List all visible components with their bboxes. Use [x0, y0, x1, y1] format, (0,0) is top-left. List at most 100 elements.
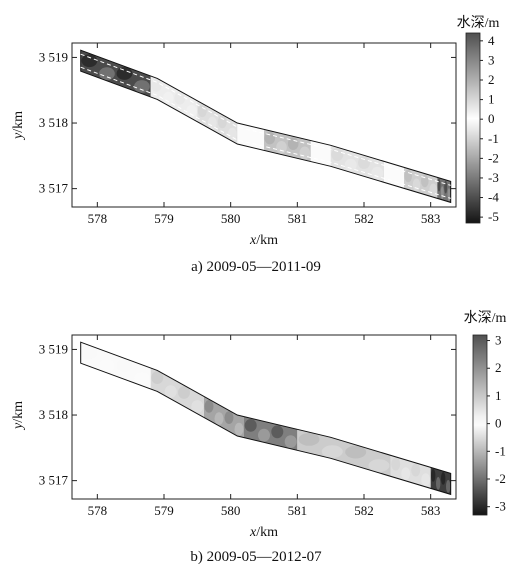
- depth-band-b-3: [244, 410, 298, 457]
- depth-blob-b: [224, 411, 234, 424]
- depth-blob-a: [299, 146, 311, 160]
- colorbar-tick-label: 0: [495, 416, 502, 431]
- depth-blob-a: [276, 141, 287, 154]
- x-tick-label: 583: [421, 211, 441, 226]
- depth-blob-b: [178, 386, 190, 399]
- depth-blob-a: [81, 54, 98, 68]
- colorbar-ramp-a: [465, 32, 481, 224]
- depth-blob-b: [441, 472, 446, 485]
- x-tick-label: 581: [288, 503, 308, 518]
- colorbar-a: 4 3 2 1 0 -1 -2 -3 -4 -5: [465, 32, 499, 224]
- depth-band-b-5: [390, 448, 431, 495]
- depth-band-b-1: [150, 361, 204, 424]
- depth-blob-a: [99, 67, 115, 81]
- y-tick-label: 3 517: [39, 181, 69, 196]
- colorbar-tick-label: -3: [495, 499, 506, 514]
- depth-blob-a: [421, 174, 429, 188]
- colorbar-ramp-b: [472, 334, 488, 516]
- depth-blob-b: [271, 425, 284, 439]
- depth-band-a-3: [264, 122, 311, 169]
- colorbar-tick-label: -1: [495, 443, 506, 458]
- x-tick-label: 582: [354, 211, 374, 226]
- x-tick-label: 578: [88, 211, 108, 226]
- depth-blob-b: [368, 459, 390, 472]
- y-ticks-a: 3 519 3 518 3 517: [39, 49, 456, 196]
- colorbar-tick-label: 4: [488, 33, 495, 48]
- depth-blob-b: [421, 473, 431, 487]
- depth-blob-b: [81, 346, 98, 360]
- colorbar-tick-label: -5: [488, 209, 499, 224]
- depth-blob-a: [162, 91, 174, 105]
- depth-blob-a: [404, 169, 413, 183]
- caption-a: a) 2009-05—2011-09: [191, 259, 321, 275]
- x-tick-label: 579: [154, 211, 174, 226]
- channel-outline-a: [80, 49, 452, 204]
- x-ticks-b: 578 579 580 581 582 583: [88, 335, 441, 518]
- plot-frame-b: [71, 334, 457, 500]
- colorbar-tick-label: 1: [488, 92, 495, 107]
- depth-band-a-0: [80, 50, 151, 104]
- depth-blob-b: [431, 469, 436, 482]
- x-ticks-a: 578 579 580 581 582 583: [88, 43, 441, 226]
- depth-blob-a: [287, 137, 299, 151]
- colorbar-tick-label: -1: [488, 131, 499, 146]
- depth-blob-b: [214, 412, 224, 425]
- channel-strip-b: [80, 341, 452, 496]
- y-ticks-b: 3 519 3 518 3 517: [39, 341, 456, 488]
- x-tick-label: 579: [154, 503, 174, 518]
- y-tick-label: 3 519: [39, 49, 68, 64]
- depth-blob-b: [436, 477, 441, 490]
- depth-blob-a: [344, 158, 357, 172]
- depth-blob-a: [207, 116, 217, 130]
- depth-band-a-2: [197, 94, 238, 151]
- depth-band-b-2: [204, 389, 244, 445]
- depth-blob-b: [116, 359, 133, 372]
- depth-blob-b: [446, 480, 451, 493]
- y-tick-label: 3 518: [39, 115, 68, 130]
- depth-blob-b: [345, 445, 367, 459]
- depth-blob-a: [186, 104, 197, 118]
- colorbar-title-a: 水深/m: [457, 15, 500, 31]
- depth-blob-a: [227, 127, 237, 141]
- y-tick-label: 3 519: [39, 341, 68, 356]
- depth-blob-b: [401, 467, 411, 481]
- colorbar-title-b: 水深/m: [464, 310, 507, 326]
- depth-blob-a: [217, 115, 227, 129]
- colorbar-tick-label: 1: [495, 388, 502, 403]
- colorbar-tick-label: 2: [495, 360, 502, 375]
- depth-blob-a: [440, 186, 444, 200]
- x-tick-label: 582: [354, 503, 374, 518]
- channel-strip-a: [80, 49, 452, 204]
- colorbar-tick-label: -4: [488, 190, 499, 205]
- depth-blob-a: [264, 131, 276, 145]
- caption-b: b) 2009-05—2012-07: [190, 549, 322, 565]
- y-tick-label: 3 518: [39, 407, 68, 422]
- depth-blob-b: [298, 433, 320, 446]
- depth-blob-b: [234, 422, 244, 436]
- panel-a: 578 579 580 581 582 583 3 519 3 518 3 517 4 3 2 1 0…: [11, 15, 499, 275]
- y-axis-label-a: y/km: [11, 111, 26, 141]
- depth-blob-b: [244, 419, 257, 432]
- x-axis-label-a: x/km: [249, 233, 278, 248]
- colorbar-tick-label: 2: [488, 72, 495, 87]
- x-tick-label: 578: [88, 503, 108, 518]
- x-tick-label: 583: [421, 503, 441, 518]
- depth-blob-a: [174, 91, 186, 105]
- colorbar-tick-label: 0: [488, 111, 495, 126]
- depth-blob-b: [321, 445, 343, 458]
- x-axis-label-b: x/km: [249, 525, 278, 540]
- colorbar-b: 3 2 1 0 -1 -2 -3: [472, 333, 506, 516]
- depth-blob-b: [151, 371, 164, 384]
- depth-blob-b: [391, 457, 401, 471]
- depth-blob-a: [358, 156, 370, 170]
- colorbar-tick-label: 3: [488, 52, 495, 67]
- plot-frame-a: [71, 42, 457, 208]
- depth-bands-b: [80, 342, 451, 495]
- depth-blob-a: [437, 178, 441, 192]
- depth-blob-a: [197, 104, 207, 118]
- x-tick-label: 581: [288, 211, 308, 226]
- colorbar-tick-label: 3: [495, 333, 502, 348]
- channel-outline-b: [80, 341, 452, 496]
- depth-band-b-0: [80, 342, 151, 396]
